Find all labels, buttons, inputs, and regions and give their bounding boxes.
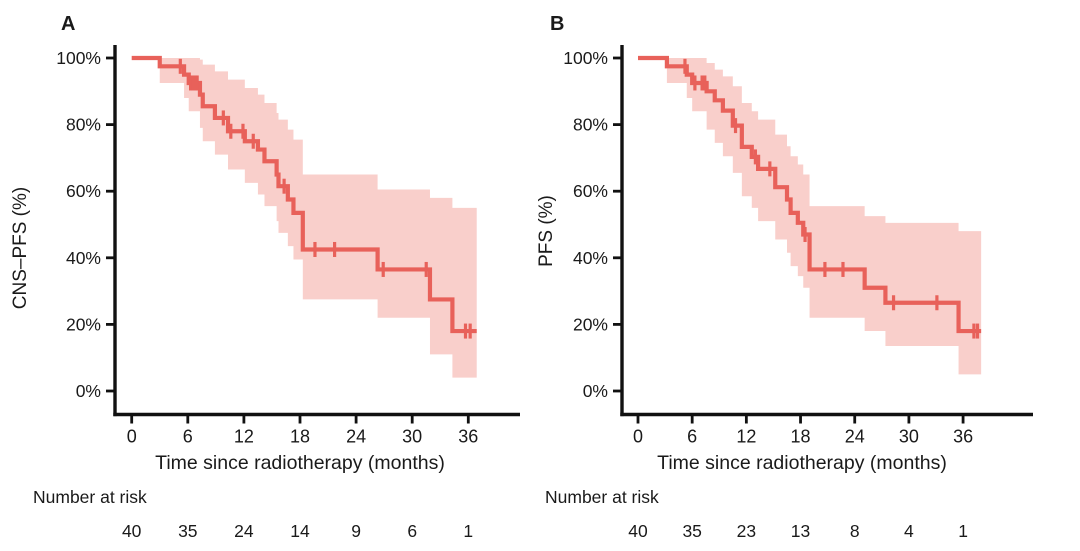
x-axis-title: Time since radiotherapy (months) [155,452,445,474]
risk-count: 35 [682,521,701,541]
y-tick-label: 80% [573,115,608,135]
x-tick-label: 30 [402,427,422,447]
panel-pfs: B PFS (%) 100% 80% 60% 40% 20% 0% 0 6 12 18 24 30 36… [536,0,1080,551]
panel-cns-pfs: A CNS–PFS (%) 100% 80% 60% 40% 20% 0% 0 6 12 18 24… [10,13,520,541]
x-tick-label: 18 [290,427,310,447]
risk-count: 23 [737,521,756,541]
risk-count: 9 [351,521,361,541]
panel-letter-b: B [550,13,565,35]
number-at-risk-label: Number at risk [545,487,659,507]
panel-letter-a: A [61,13,76,35]
y-tick-label: 100% [56,48,101,68]
risk-count: 24 [234,521,254,541]
x-tick-label: 24 [845,427,865,447]
risk-count: 35 [178,521,197,541]
risk-count: 13 [791,521,810,541]
x-tick-label: 6 [687,427,697,447]
y-tick-label: 60% [573,181,608,201]
y-tick-label: 40% [573,248,608,268]
km-chart-cns-pfs: 100% 80% 60% 40% 20% 0% 0 6 12 18 24 30 36 40 35 24 14 9 6… [56,45,520,541]
km-chart-pfs: 100% 80% 60% 40% 20% 0% 0 6 12 18 24 30 36 40 35 23 13 8 4… [563,45,1033,541]
y-tick-label: 0% [76,381,101,401]
confidence-band [638,58,982,375]
x-axis-title: Time since radiotherapy (months) [657,452,947,474]
y-tick-label: 20% [573,314,608,334]
survival-curve [638,55,982,334]
x-tick-label: 30 [899,427,919,447]
risk-count: 40 [628,521,648,541]
x-tick-label: 24 [346,427,366,447]
y-tick-label: 80% [66,115,101,135]
risk-count: 8 [850,521,860,541]
x-tick-label: 12 [234,427,254,447]
x-tick-label: 6 [183,427,193,447]
risk-count: 14 [290,521,310,541]
risk-count: 6 [407,521,417,541]
risk-count: 40 [122,521,142,541]
x-tick-label: 18 [791,427,811,447]
x-tick-label: 12 [736,427,756,447]
risk-count: 1 [463,521,473,541]
x-tick-label: 36 [458,427,478,447]
y-tick-label: 100% [563,48,608,68]
x-tick-label: 36 [953,427,973,447]
risk-count: 1 [958,521,968,541]
x-tick-label: 0 [127,427,137,447]
x-tick-label: 0 [633,427,643,447]
y-tick-label: 20% [66,314,101,334]
risk-count: 4 [904,521,914,541]
y-tick-label: 0% [583,381,608,401]
number-at-risk-label: Number at risk [33,487,147,507]
y-tick-label: 40% [66,248,101,268]
y-tick-label: 60% [66,181,101,201]
